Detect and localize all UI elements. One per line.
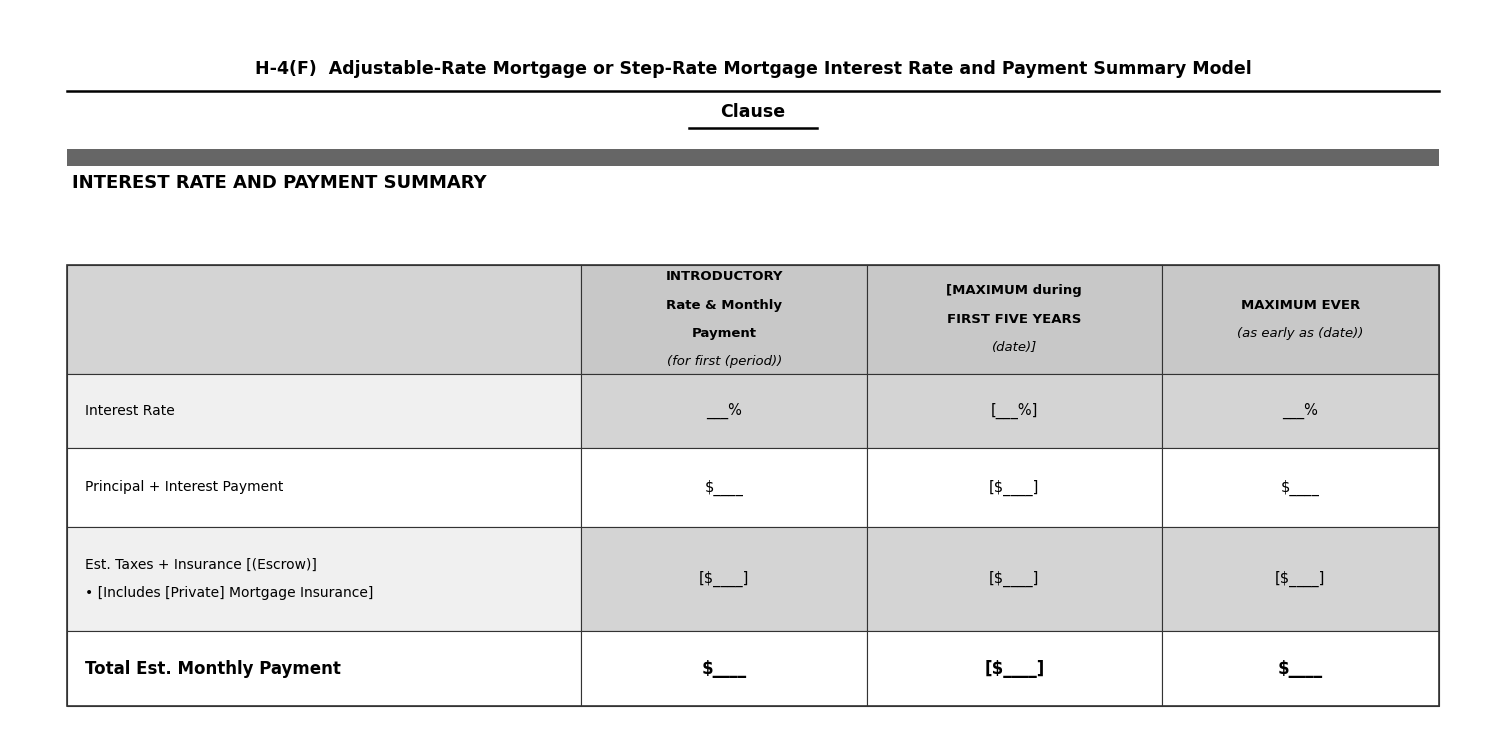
Text: Clause: Clause <box>720 103 786 121</box>
Text: [MAXIMUM during: [MAXIMUM during <box>947 285 1082 297</box>
Text: FIRST FIVE YEARS: FIRST FIVE YEARS <box>947 313 1081 326</box>
Text: [$____]: [$____] <box>699 571 750 587</box>
Text: (as early as (date)): (as early as (date)) <box>1238 327 1363 340</box>
Text: MAXIMUM EVER: MAXIMUM EVER <box>1241 299 1360 311</box>
Text: H-4(F)  Adjustable-Rate Mortgage or Step-Rate Mortgage Interest Rate and Payment: H-4(F) Adjustable-Rate Mortgage or Step-… <box>255 61 1251 78</box>
Text: ___%: ___% <box>707 403 743 419</box>
Text: • [Includes [Private] Mortgage Insurance]: • [Includes [Private] Mortgage Insurance… <box>85 586 373 600</box>
Text: $____: $____ <box>702 660 747 678</box>
Text: INTEREST RATE AND PAYMENT SUMMARY: INTEREST RATE AND PAYMENT SUMMARY <box>72 174 486 192</box>
Text: $____: $____ <box>1281 480 1320 495</box>
Text: Interest Rate: Interest Rate <box>85 404 174 418</box>
Text: (date)]: (date)] <box>992 341 1036 354</box>
Text: [___%]: [___%] <box>990 403 1038 419</box>
Text: Total Est. Monthly Payment: Total Est. Monthly Payment <box>85 660 341 678</box>
Text: [$____]: [$____] <box>989 571 1039 587</box>
Text: [$____]: [$____] <box>989 480 1039 495</box>
Text: $____: $____ <box>705 480 744 495</box>
Text: Principal + Interest Payment: Principal + Interest Payment <box>85 480 283 495</box>
Text: [$____]: [$____] <box>1275 571 1325 587</box>
Text: Rate & Monthly: Rate & Monthly <box>666 299 783 311</box>
Text: INTRODUCTORY: INTRODUCTORY <box>665 270 783 283</box>
Text: Est. Taxes + Insurance [(Escrow)]: Est. Taxes + Insurance [(Escrow)] <box>85 558 318 571</box>
Text: ___%: ___% <box>1282 403 1318 419</box>
Text: (for first (period)): (for first (period)) <box>666 356 781 368</box>
Text: [$____]: [$____] <box>984 660 1044 678</box>
Text: $____: $____ <box>1278 660 1323 678</box>
Text: Payment: Payment <box>692 327 756 340</box>
